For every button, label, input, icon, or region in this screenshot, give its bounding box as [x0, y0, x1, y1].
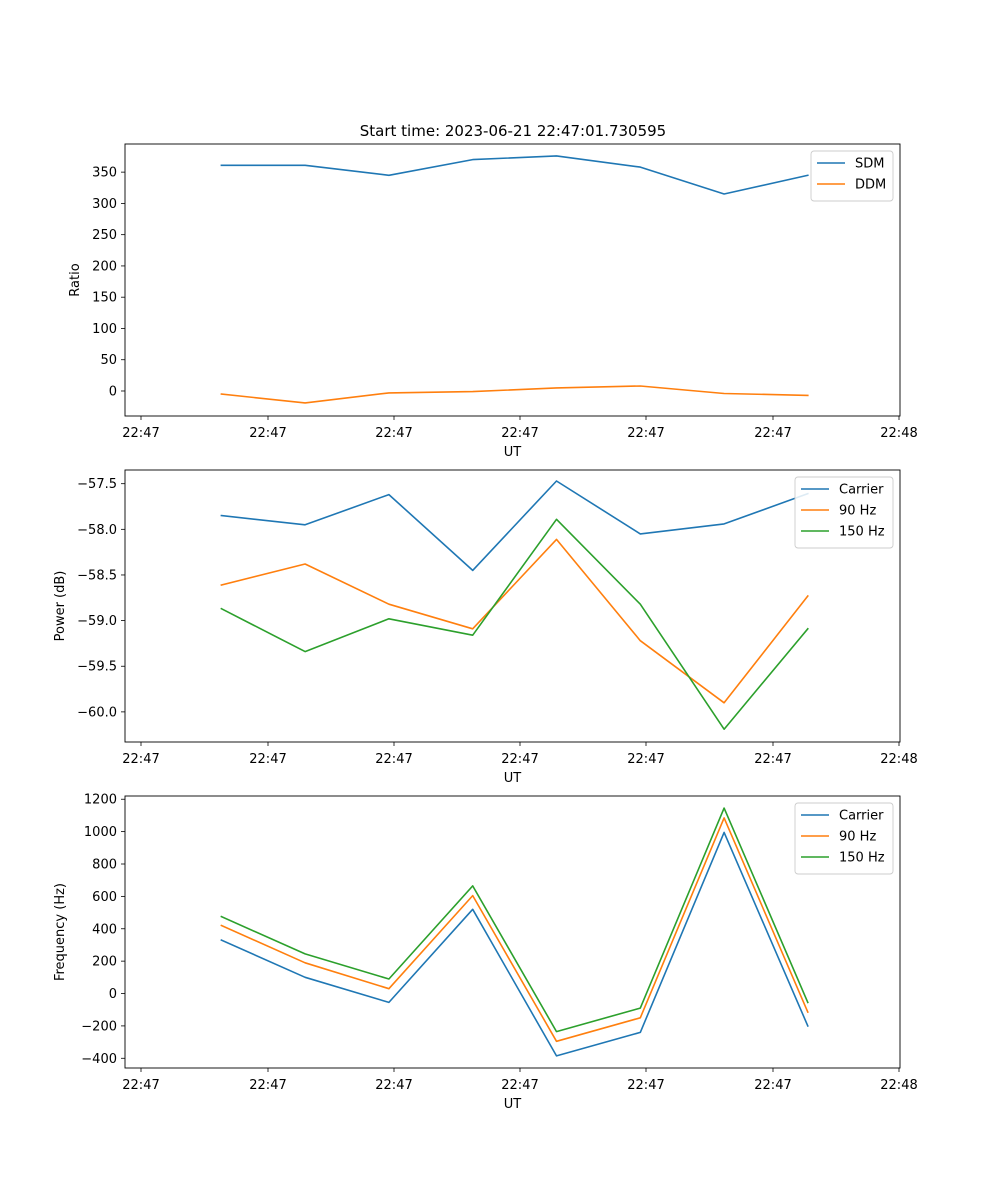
y-tick-label: 800: [92, 858, 117, 873]
x-tick-label: 22:47: [501, 752, 538, 767]
x-tick-label: 22:47: [122, 1078, 159, 1093]
panel-frequency: 22:47 22:47 22:47 22:47 22:47 22:47 22:48 UT −40…: [53, 793, 918, 1112]
x-tick-label: 22:47: [501, 426, 538, 441]
x-axis-label: UT: [504, 771, 522, 786]
x-tick-label: 22:47: [375, 1078, 412, 1093]
y-tick-label: 300: [92, 197, 117, 212]
y-tick-label: 400: [92, 922, 117, 937]
x-tick-label: 22:48: [880, 752, 917, 767]
figure-title: Start time: 2023-06-21 22:47:01.730595: [360, 122, 666, 140]
y-tick-label: −59.0: [77, 614, 117, 629]
x-tick-label: 22:47: [375, 752, 412, 767]
axes-frame: [124, 469, 901, 743]
x-tick-label: 22:47: [122, 752, 159, 767]
y-tick-label: −57.5: [77, 477, 117, 492]
y-tick-label: 100: [92, 322, 117, 337]
y-tick-label: −59.5: [77, 660, 117, 675]
y-tick-label: 350: [92, 166, 117, 181]
y-tick-label: 0: [109, 384, 117, 399]
panel-power: 22:47 22:47 22:47 22:47 22:47 22:47 22:48 UT −60…: [53, 469, 918, 786]
x-tick-label: 22:47: [754, 1078, 791, 1093]
y-tick-label: 200: [92, 259, 117, 274]
y-axis-label: Power (dB): [53, 571, 68, 642]
x-tick-label: 22:48: [880, 1078, 917, 1093]
y-tick-label: 1000: [84, 825, 117, 840]
x-tick-label: 22:47: [627, 1078, 664, 1093]
x-tick-label: 22:47: [122, 426, 159, 441]
axes-frame: [124, 143, 901, 417]
legend-label: DDM: [855, 178, 886, 193]
x-tick-label: 22:47: [249, 1078, 286, 1093]
x-tick-label: 22:47: [375, 426, 412, 441]
x-axis-label: UT: [504, 445, 522, 460]
series-line-ddm: [220, 385, 809, 404]
y-tick-label: 200: [92, 955, 117, 970]
series-line-150-hz: [220, 518, 809, 731]
legend-label: 150 Hz: [839, 525, 885, 540]
series-line-carrier: [220, 831, 809, 1057]
x-tick-label: 22:48: [880, 426, 917, 441]
x-tick-label: 22:47: [754, 426, 791, 441]
y-tick-label: 1200: [84, 793, 117, 808]
y-tick-label: −58.5: [77, 568, 117, 583]
y-tick-label: 250: [92, 228, 117, 243]
legend-label: SDM: [855, 157, 884, 172]
x-tick-label: 22:47: [627, 426, 664, 441]
series-line-90-hz: [220, 538, 809, 704]
x-tick-label: 22:47: [501, 1078, 538, 1093]
y-tick-label: 150: [92, 291, 117, 306]
x-tick-label: 22:47: [249, 752, 286, 767]
series-line-90-hz: [220, 817, 809, 1043]
x-tick-label: 22:47: [627, 752, 664, 767]
legend-label: 150 Hz: [839, 851, 885, 866]
y-tick-label: −60.0: [77, 705, 117, 720]
x-tick-label: 22:47: [754, 752, 791, 767]
series-line-150-hz: [220, 807, 809, 1033]
legend-label: 90 Hz: [839, 830, 876, 845]
y-tick-label: 0: [109, 987, 117, 1002]
series-line-carrier: [220, 480, 809, 572]
x-axis-label: UT: [504, 1097, 522, 1112]
legend-label: Carrier: [839, 483, 884, 498]
y-axis-label: Ratio: [68, 263, 83, 296]
x-tick-label: 22:47: [249, 426, 286, 441]
panel-ratio: 22:47 22:47 22:47 22:47 22:47 22:47 22:48 UT 0 50…: [68, 143, 918, 460]
legend-label: 90 Hz: [839, 504, 876, 519]
y-tick-label: −58.0: [77, 523, 117, 538]
axes-frame: [124, 795, 901, 1069]
series-line-sdm: [220, 155, 809, 195]
legend-label: Carrier: [839, 809, 884, 824]
y-tick-label: −200: [81, 1019, 117, 1034]
y-tick-label: 600: [92, 890, 117, 905]
y-tick-label: 50: [100, 353, 117, 368]
y-axis-label: Frequency (Hz): [53, 883, 68, 981]
y-tick-label: −400: [81, 1052, 117, 1067]
